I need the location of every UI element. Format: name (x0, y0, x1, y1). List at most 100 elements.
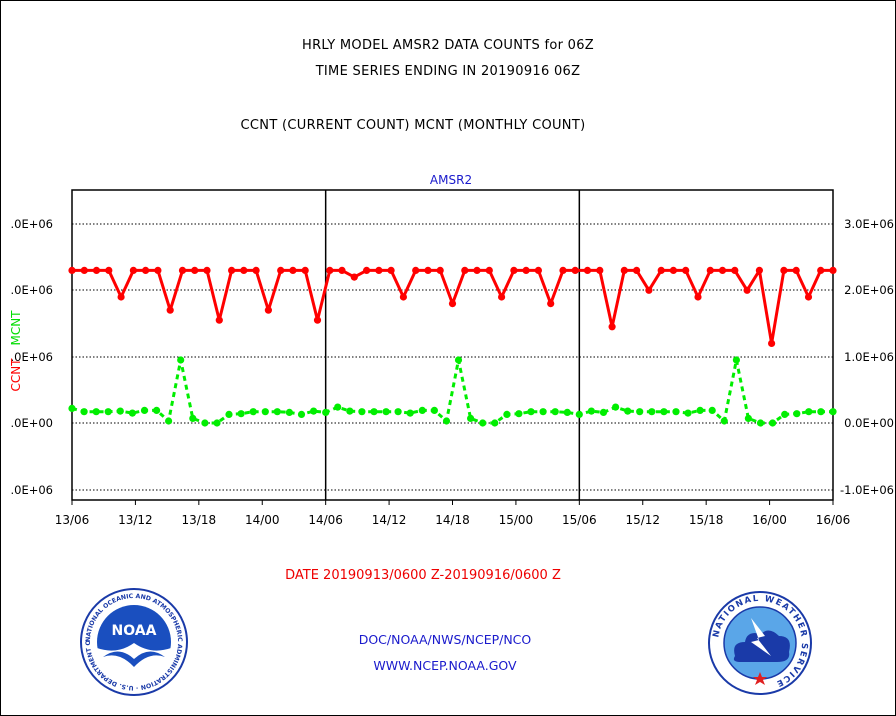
point-mcnt-22 (334, 403, 342, 411)
point-ccnt-3 (105, 266, 113, 274)
point-mcnt-7 (153, 406, 161, 414)
point-mcnt-28 (406, 409, 414, 417)
point-mcnt-31 (442, 417, 451, 425)
point-ccnt-27 (399, 293, 407, 301)
point-ccnt-10 (191, 266, 199, 274)
point-mcnt-25 (370, 408, 378, 416)
y-axis-label-mcnt: MCNT (9, 310, 23, 346)
point-mcnt-4 (116, 407, 124, 415)
point-mcnt-0 (68, 404, 76, 412)
point-ccnt-21 (326, 266, 334, 274)
footer-link-org[interactable]: DOC/NOAA/NWS/NCEP/NCO (358, 632, 532, 647)
point-ccnt-43 (596, 266, 604, 274)
point-ccnt-29 (424, 266, 432, 274)
point-mcnt-36 (503, 410, 511, 418)
point-mcnt-58 (769, 419, 777, 427)
title-line-2: TIME SERIES ENDING IN 20190916 06Z (315, 64, 581, 79)
point-ccnt-15 (252, 266, 260, 274)
point-mcnt-59 (781, 410, 789, 418)
x-tick-label-11: 16/00 (752, 513, 787, 527)
point-ccnt-40 (559, 266, 567, 274)
y-tick-label-left-3: .0E+00 (10, 416, 53, 430)
x-tick-label-7: 15/00 (499, 513, 534, 527)
point-mcnt-33 (467, 414, 475, 422)
point-ccnt-54 (731, 266, 739, 274)
y-tick-label-left-4: .0E+06 (10, 483, 53, 497)
x-tick-label-4: 14/06 (308, 513, 343, 527)
noaa-logo-text: NOAA (112, 623, 157, 639)
x-tick-label-5: 14/12 (372, 513, 407, 527)
point-ccnt-28 (412, 266, 420, 274)
point-mcnt-55 (732, 356, 741, 364)
x-axis-label: DATE 20190913/0600 Z-20190916/0600 Z (285, 568, 561, 583)
point-ccnt-55 (743, 286, 751, 294)
point-ccnt-6 (142, 266, 150, 274)
point-mcnt-13 (225, 410, 233, 418)
point-mcnt-30 (430, 406, 438, 414)
x-tick-label-12: 16/06 (816, 513, 851, 527)
point-mcnt-43 (587, 407, 596, 415)
y-tick-label-left-1: .0E+06 (10, 283, 53, 297)
x-tick-label-6: 14/18 (435, 513, 470, 527)
point-ccnt-17 (277, 266, 285, 274)
point-ccnt-51 (694, 293, 702, 301)
point-mcnt-54 (720, 417, 728, 425)
y-tick-label-right-0: 3.0E+06 (844, 217, 894, 231)
point-ccnt-48 (657, 266, 665, 274)
x-tick-label-10: 15/18 (689, 513, 724, 527)
footer-link-website[interactable]: WWW.NCEP.NOAA.GOV (373, 658, 517, 673)
point-ccnt-38 (534, 266, 543, 274)
point-ccnt-0 (68, 266, 76, 274)
point-mcnt-9 (177, 356, 185, 364)
point-ccnt-39 (547, 300, 555, 308)
point-mcnt-6 (140, 406, 149, 414)
point-mcnt-50 (672, 408, 680, 416)
y-tick-label-left-2: .0E+06 (10, 350, 53, 364)
point-ccnt-23 (350, 273, 358, 281)
x-tick-label-8: 15/06 (562, 513, 597, 527)
point-ccnt-5 (129, 266, 137, 274)
point-mcnt-57 (756, 419, 765, 427)
point-mcnt-47 (636, 408, 644, 416)
point-ccnt-34 (485, 266, 493, 274)
point-mcnt-18 (285, 408, 293, 416)
point-mcnt-46 (624, 407, 632, 415)
noaa-logo: NOAA NATIONAL OCEANIC AND ATMOSPHERIC AD… (79, 587, 188, 696)
point-ccnt-57 (768, 339, 776, 347)
point-ccnt-25 (375, 266, 383, 274)
point-mcnt-19 (297, 410, 306, 418)
point-ccnt-50 (682, 266, 690, 274)
x-tick-label-3: 14/00 (245, 513, 280, 527)
point-mcnt-32 (454, 356, 463, 364)
point-ccnt-18 (289, 266, 297, 274)
point-mcnt-38 (527, 408, 535, 416)
point-mcnt-51 (684, 409, 692, 417)
point-mcnt-53 (708, 406, 716, 414)
point-ccnt-41 (571, 266, 579, 274)
point-ccnt-52 (706, 266, 714, 274)
point-mcnt-42 (575, 410, 583, 418)
point-ccnt-46 (633, 266, 641, 274)
point-ccnt-7 (154, 266, 162, 274)
point-ccnt-53 (718, 266, 727, 274)
plot-frame (71, 189, 834, 501)
point-ccnt-14 (240, 266, 248, 274)
x-tick-label-0: 13/06 (55, 513, 90, 527)
point-mcnt-24 (358, 408, 366, 416)
point-mcnt-15 (249, 408, 257, 416)
point-mcnt-10 (189, 414, 197, 422)
point-ccnt-26 (387, 266, 395, 274)
point-mcnt-44 (599, 408, 608, 416)
point-ccnt-30 (436, 266, 444, 274)
point-mcnt-8 (165, 417, 173, 425)
point-mcnt-60 (793, 410, 801, 418)
point-mcnt-16 (261, 408, 269, 416)
point-mcnt-1 (80, 408, 88, 416)
point-mcnt-48 (648, 408, 656, 416)
point-ccnt-13 (228, 266, 236, 274)
point-mcnt-29 (418, 406, 426, 414)
series-line-mcnt (71, 358, 833, 425)
point-mcnt-27 (394, 408, 402, 416)
point-ccnt-16 (264, 306, 272, 314)
y-tick-label-right-2: 1.0E+06 (844, 350, 894, 364)
